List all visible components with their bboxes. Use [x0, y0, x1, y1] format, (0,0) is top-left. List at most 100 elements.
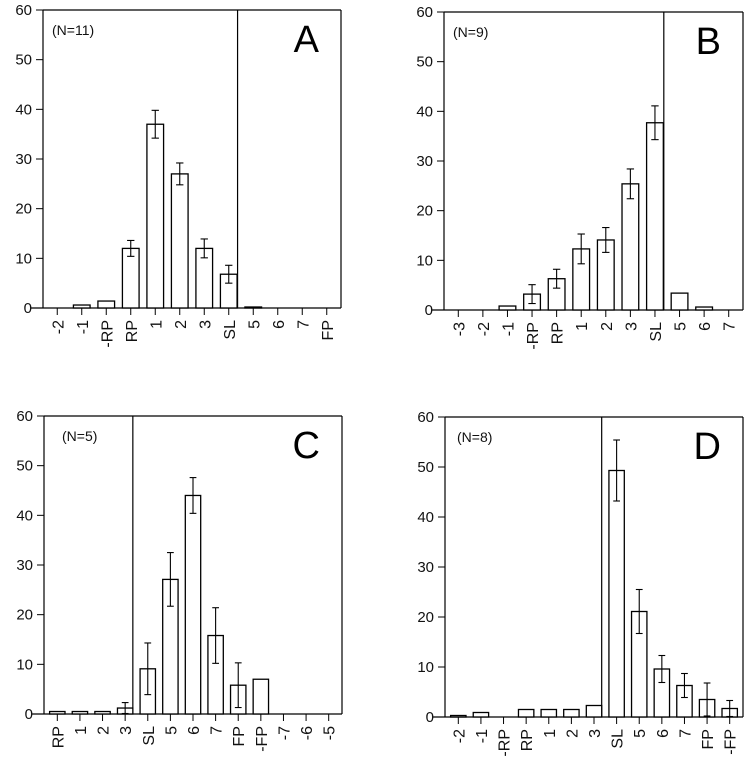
x-tick-label: 6	[271, 320, 288, 329]
x-tick-label: RP	[550, 322, 567, 344]
x-tick-label: 6	[186, 726, 203, 735]
error-bar	[635, 588, 643, 635]
y-tick-label: 0	[24, 300, 32, 317]
bar-d-5	[563, 708, 580, 718]
bar-a-4	[146, 123, 165, 309]
bar-b-8	[645, 122, 664, 311]
x-tick-label: -FP	[723, 729, 740, 755]
y-tick-label: 60	[416, 4, 433, 21]
y-tick-label: 0	[25, 706, 33, 723]
error-bar	[626, 168, 635, 200]
error-bar	[703, 682, 711, 717]
error-bar	[189, 477, 197, 514]
bar-b-10	[695, 306, 714, 311]
x-tick-label: 3	[197, 320, 214, 329]
bar-d-0	[449, 714, 467, 718]
x-tick-label: 5	[246, 320, 263, 329]
bar-d-6	[585, 704, 603, 718]
sample-size-label: (N=8)	[457, 429, 492, 445]
bar-d-4	[540, 708, 558, 718]
y-tick-label: 10	[416, 252, 433, 269]
error-bar	[121, 702, 129, 715]
x-tick-label: -5	[322, 726, 339, 740]
x-tick-label: SL	[648, 322, 665, 342]
error-bar	[212, 607, 219, 664]
y-tick-label: 50	[16, 458, 33, 475]
x-tick-label: FP	[320, 320, 337, 340]
panel-letter: B	[696, 21, 721, 63]
x-tick-label: 7	[295, 320, 312, 329]
bar-a-8	[244, 306, 263, 309]
sample-size-label: (N=11)	[52, 22, 94, 38]
x-tick-label: 3	[623, 322, 640, 331]
x-tick-label: 3	[118, 726, 135, 735]
x-tick-label: -7	[276, 726, 293, 740]
bar-a-3	[121, 247, 140, 309]
x-tick-label: SL	[141, 726, 158, 746]
x-tick-label: -3	[451, 322, 468, 336]
x-tick-label: 7	[209, 726, 226, 735]
panel-letter: A	[294, 19, 320, 61]
x-tick-label: 2	[564, 729, 581, 738]
panel-b: 0 10 20 30 40 50 60 -3 -2 -1 -RP RP 1 2 3 SL 5 6 7 (N=9) B	[416, 4, 744, 350]
bar-b-7	[621, 183, 640, 311]
error-bar	[234, 662, 242, 709]
panel-a: 0 10 20 30 40 50 60 -2 -1 -RP RP 1 2 3 SL 5 6 7 FP (N=11) A	[15, 2, 342, 348]
x-tick-label: 5	[632, 729, 649, 738]
error-bar	[127, 239, 135, 257]
x-tick-label: 2	[173, 320, 190, 329]
x-tick-label: -1	[474, 729, 491, 743]
x-tick-label: 6	[655, 729, 672, 738]
y-tick-label: 50	[15, 52, 32, 69]
panel-letter: D	[694, 426, 721, 468]
x-tick-label: -RP	[497, 729, 514, 757]
x-tick-label: 5	[673, 322, 690, 331]
x-tick-label: RP	[519, 729, 536, 751]
x-tick-label: 6	[697, 322, 714, 331]
bar-d-7	[608, 469, 625, 718]
error-bar	[176, 162, 184, 186]
error-bar	[552, 268, 561, 289]
y-tick-label: 40	[16, 507, 33, 524]
panel-letter: C	[293, 425, 320, 467]
y-tick-label: 20	[417, 609, 434, 626]
error-bar	[602, 227, 610, 253]
y-tick-label: 0	[426, 709, 434, 726]
error-bar	[726, 699, 734, 718]
y-tick-label: 20	[15, 201, 32, 218]
bar-c-0	[48, 710, 66, 715]
x-tick-label: 2	[96, 726, 113, 735]
y-tick-label: 40	[417, 509, 434, 526]
y-tick-label: 60	[16, 408, 33, 425]
y-tick-label: 30	[16, 557, 33, 574]
x-tick-label: 1	[73, 726, 90, 735]
y-tick-label: 10	[16, 656, 33, 673]
sample-size-label: (N=5)	[62, 428, 97, 444]
bar-d-3	[517, 708, 535, 718]
sample-size-label: (N=9)	[453, 24, 488, 40]
x-tick-label: -RP	[99, 320, 116, 348]
error-bar	[613, 439, 620, 502]
error-bar	[200, 238, 208, 259]
error-bar	[225, 264, 233, 284]
y-tick-label: 0	[425, 302, 433, 319]
x-tick-label: -RP	[525, 322, 542, 350]
error-bar	[658, 654, 666, 684]
y-tick-label: 50	[417, 459, 434, 476]
x-tick-label: FP	[231, 726, 248, 746]
x-tick-label: -1	[75, 320, 92, 334]
x-tick-label: 1	[148, 320, 165, 329]
x-tick-label: -FP	[254, 726, 271, 752]
x-tick-label: RP	[124, 320, 141, 342]
x-tick-label: FP	[700, 729, 717, 749]
error-bar	[151, 109, 159, 139]
x-tick-label: 3	[587, 729, 604, 738]
bar-b-2	[498, 305, 517, 311]
y-tick-label: 10	[15, 250, 32, 267]
x-tick-label: 7	[722, 322, 739, 331]
y-tick-label: 60	[15, 2, 32, 19]
y-tick-label: 30	[417, 559, 434, 576]
x-tick-label: 5	[163, 726, 180, 735]
bar-d-1	[472, 711, 490, 718]
bar-c-1	[71, 710, 89, 715]
